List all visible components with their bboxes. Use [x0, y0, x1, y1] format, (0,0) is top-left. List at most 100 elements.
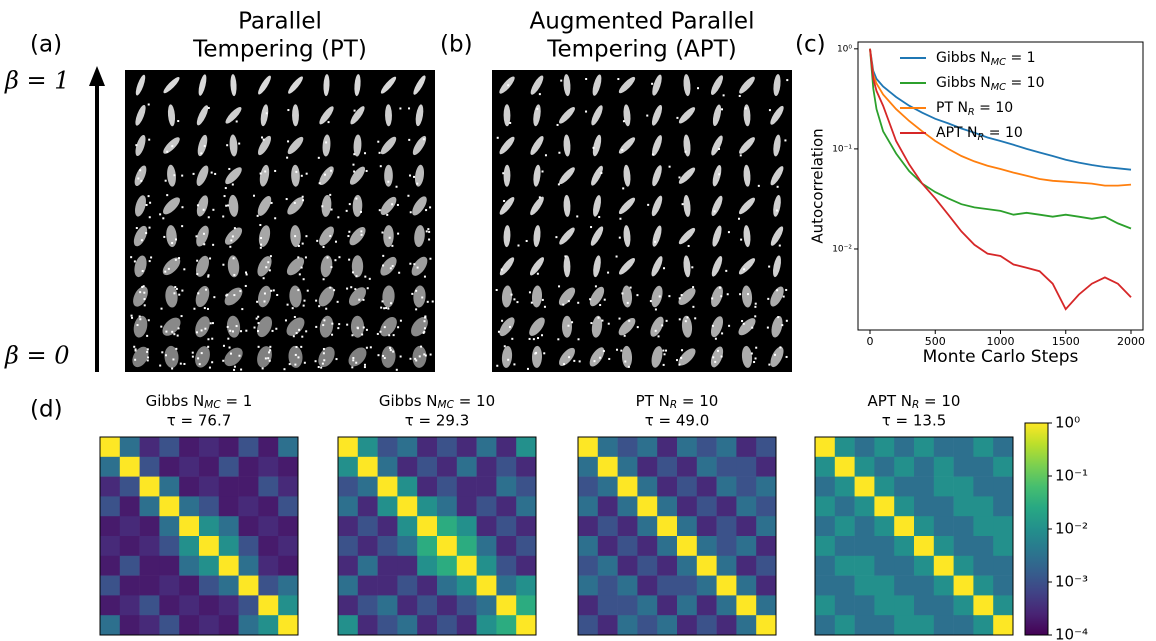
heatmap-cell	[598, 496, 618, 516]
heatmap-cell	[855, 556, 875, 576]
heatmap-cell	[717, 496, 737, 516]
heatmap-cell	[815, 536, 835, 556]
heatmap-cell	[516, 457, 536, 477]
sample-noise	[664, 353, 666, 355]
sample-noise	[624, 361, 626, 363]
panel-label: (a)	[30, 32, 62, 58]
sample-noise	[230, 353, 232, 355]
sample-noise	[786, 79, 788, 81]
sample-noise	[655, 308, 657, 310]
heatmap-cell	[993, 576, 1013, 596]
sample-noise	[776, 209, 778, 211]
sample-noise	[723, 94, 725, 96]
sample-noise	[622, 187, 624, 189]
heatmap-cell	[618, 496, 638, 516]
heatmap-cell	[437, 556, 457, 576]
sample-noise	[275, 328, 277, 330]
heatmap-cell	[457, 437, 477, 457]
heatmap-cell	[239, 516, 259, 536]
sample-noise	[366, 329, 368, 331]
heatmap-cell	[378, 437, 398, 457]
heatmap-cell	[437, 437, 457, 457]
heatmap-cell	[815, 496, 835, 516]
sample-noise	[424, 317, 426, 319]
x-axis-label: Monte Carlo Steps	[923, 347, 1079, 367]
x-tick-label: 2000	[1117, 335, 1145, 348]
sample-noise	[149, 227, 151, 229]
sample-noise	[399, 107, 401, 109]
sample-noise	[261, 136, 263, 138]
sample-noise	[382, 255, 384, 257]
sample-noise	[786, 320, 788, 322]
heatmap-cell	[179, 457, 199, 477]
sample-noise	[149, 260, 151, 262]
heatmap-cell	[934, 595, 954, 615]
heatmap-cell	[358, 615, 378, 635]
sample-noise	[385, 307, 387, 309]
heatmap-cell	[397, 595, 417, 615]
sample-noise	[423, 331, 425, 333]
heatmap-cell	[239, 477, 259, 497]
heatmap-cell	[358, 477, 378, 497]
heatmap-cell	[159, 516, 179, 536]
sample-noise	[738, 218, 740, 220]
sample-noise	[228, 168, 230, 170]
heatmap-cell	[496, 556, 516, 576]
heatmap-cell	[618, 615, 638, 635]
sample-noise	[267, 357, 269, 359]
sample-noise	[557, 338, 559, 340]
sample-noise	[408, 107, 410, 109]
heatmap-cell	[496, 595, 516, 615]
heatmap-cell	[855, 516, 875, 536]
sample-noise	[503, 200, 505, 202]
sample-noise	[196, 273, 198, 275]
sample-noise	[712, 356, 714, 358]
heatmap-cell	[954, 576, 974, 596]
heatmap-cell	[100, 536, 120, 556]
sample-noise	[676, 117, 678, 119]
heatmap-cell	[516, 556, 536, 576]
sample-noise	[537, 337, 539, 339]
sample-noise	[352, 271, 354, 273]
sample-noise	[420, 346, 422, 348]
heatmap-cell	[278, 477, 298, 497]
sample-noise	[647, 204, 649, 206]
heatmap-cell	[657, 556, 677, 576]
sample-noise	[292, 307, 294, 309]
sample-noise	[754, 315, 756, 317]
heatmap-cell	[358, 536, 378, 556]
sample-noise	[712, 325, 714, 327]
sample-noise	[511, 294, 513, 296]
sample-noise	[175, 348, 177, 350]
sample-noise	[181, 175, 183, 177]
sample-noise	[430, 354, 432, 356]
sample-noise	[425, 209, 427, 211]
sample-noise	[225, 187, 227, 189]
sample-noise	[535, 352, 537, 354]
sample-noise	[139, 318, 141, 320]
sample-noise	[416, 183, 418, 185]
sample-noise	[585, 78, 587, 80]
heatmap-cell	[637, 536, 657, 556]
sample-noise	[229, 347, 231, 349]
sample-noise	[563, 363, 565, 365]
heatmap-cell	[717, 556, 737, 576]
sample-noise	[212, 244, 214, 246]
heatmap-cell	[973, 457, 993, 477]
sample-noise	[260, 244, 262, 246]
heatmap-cell	[815, 516, 835, 536]
sample-noise	[192, 356, 194, 358]
sample-noise	[303, 305, 305, 307]
sample-noise	[300, 346, 302, 348]
heatmap-cell	[993, 615, 1013, 635]
legend-label: APT NR = 10	[936, 125, 1023, 143]
heatmap-cell	[578, 516, 598, 536]
sample-noise	[331, 323, 333, 325]
heatmap-cell	[657, 477, 677, 497]
sample-noise	[557, 124, 559, 126]
sample-noise	[298, 329, 300, 331]
heatmap-cell	[219, 536, 239, 556]
heatmap-cell	[677, 615, 697, 635]
sample-noise	[666, 320, 668, 322]
heatmap-cell	[657, 536, 677, 556]
